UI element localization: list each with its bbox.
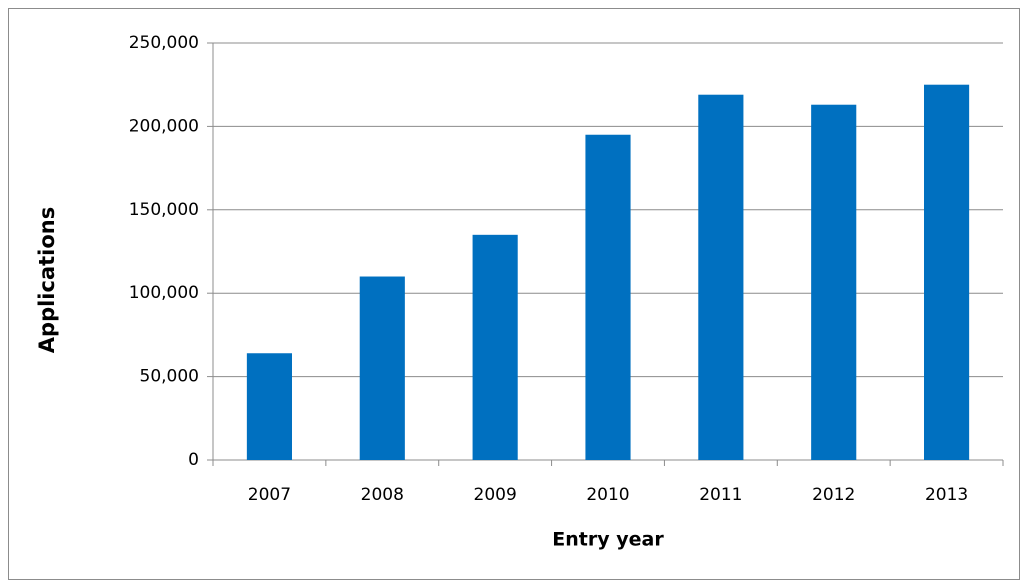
x-tick-label: 2011	[699, 485, 742, 505]
bar	[924, 84, 970, 460]
y-tick-label: 0	[188, 450, 199, 470]
x-tick-label: 2013	[925, 485, 968, 505]
x-tick-label: 2008	[361, 485, 404, 505]
y-tick-label: 150,000	[129, 200, 199, 220]
bar	[472, 234, 518, 460]
bar	[811, 104, 857, 460]
bar	[246, 353, 292, 460]
y-tick-label: 100,000	[129, 283, 199, 303]
bar	[585, 134, 631, 461]
x-tick-label: 2012	[812, 485, 855, 505]
y-tick-label: 200,000	[129, 116, 199, 136]
y-axis-label: Applications	[35, 207, 59, 353]
x-tick-label: 2010	[586, 485, 629, 505]
y-tick-label: 250,000	[129, 33, 199, 53]
bar	[698, 94, 744, 460]
bar	[359, 276, 405, 460]
x-tick-label: 2007	[248, 485, 291, 505]
x-axis-label: Entry year	[552, 529, 664, 551]
x-tick-label: 2009	[474, 485, 517, 505]
y-tick-label: 50,000	[140, 367, 199, 387]
